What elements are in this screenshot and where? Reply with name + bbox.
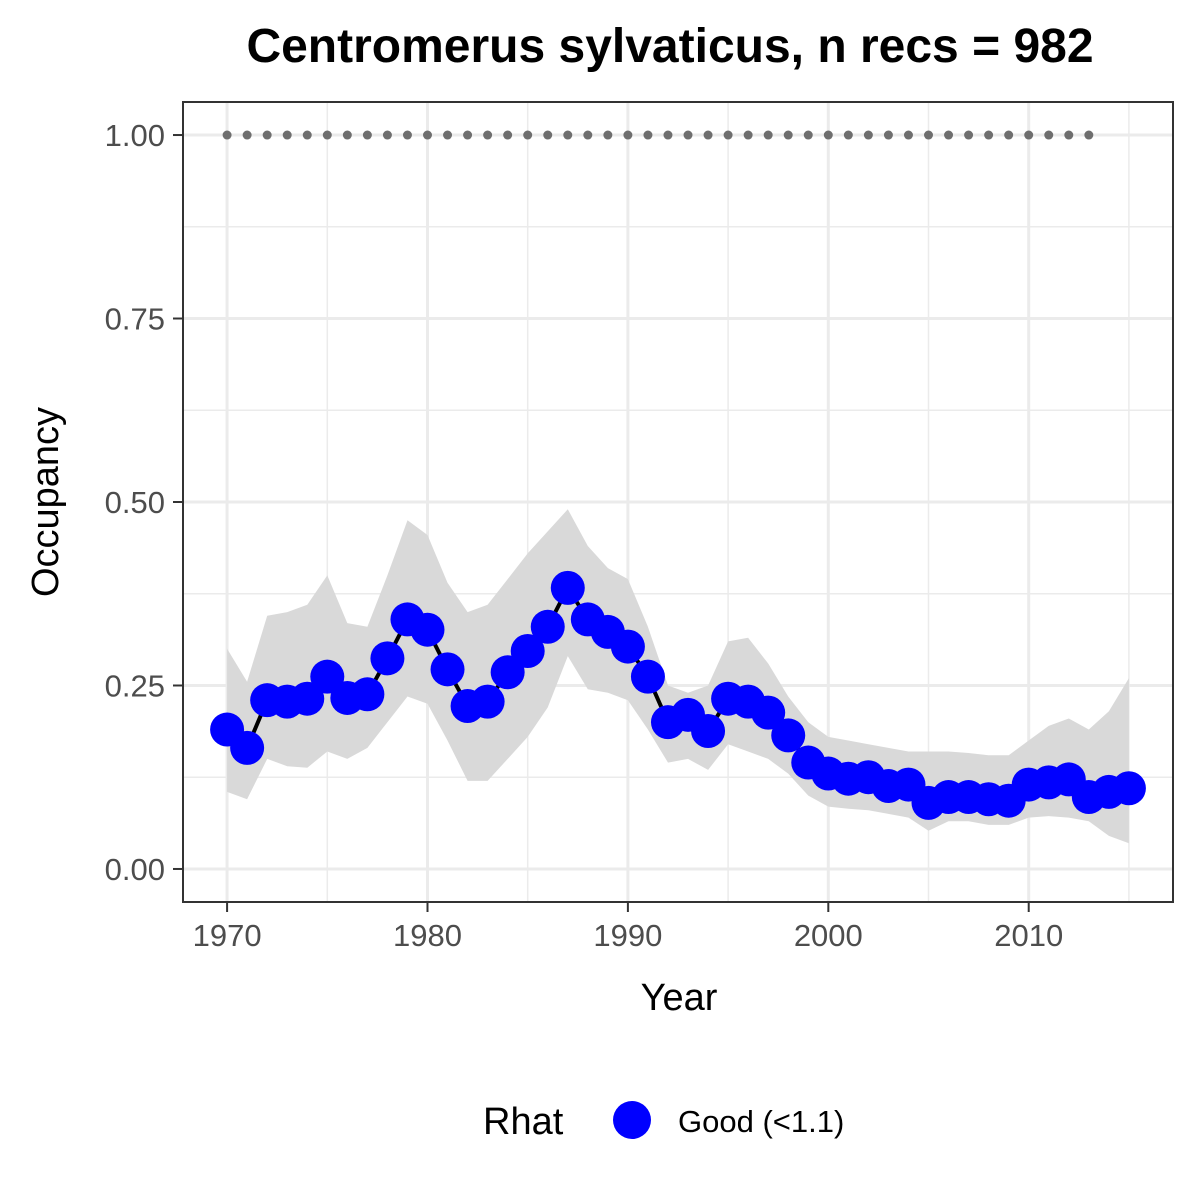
occupancy-point (550, 570, 585, 605)
reference-point (543, 130, 553, 140)
y-tick-label: 1.00 (105, 118, 165, 153)
occupancy-point (510, 633, 545, 668)
reference-point (623, 130, 633, 140)
reference-point (1084, 130, 1094, 140)
reference-point (1004, 130, 1014, 140)
reference-point (382, 130, 392, 140)
reference-point (663, 130, 673, 140)
x-tick-label: 1980 (393, 918, 462, 953)
x-tick-label: 2010 (994, 918, 1063, 953)
reference-point (362, 130, 372, 140)
reference-point (262, 130, 272, 140)
reference-point (242, 130, 252, 140)
occupancy-point (1111, 771, 1146, 806)
legend: Rhat Good (<1.1) (483, 1101, 844, 1143)
reference-point (402, 130, 412, 140)
y-tick-label: 0.75 (105, 302, 165, 337)
reference-point (282, 130, 292, 140)
reference-point (222, 130, 232, 140)
occupancy-point (430, 652, 465, 687)
reference-point (703, 130, 713, 140)
reference-point (863, 130, 873, 140)
reference-point (563, 130, 573, 140)
x-axis-title: Year (641, 977, 718, 1019)
reference-point (803, 130, 813, 140)
reference-point (683, 130, 693, 140)
reference-point (964, 130, 974, 140)
reference-point (483, 130, 493, 140)
occupancy-point (350, 677, 385, 712)
occupancy-point (490, 655, 525, 690)
reference-point (503, 130, 513, 140)
occupancy-point (630, 659, 665, 694)
chart-title: Centromerus sylvaticus, n recs = 982 (246, 20, 1093, 73)
occupancy-point (470, 684, 505, 719)
x-tick-label: 1970 (193, 918, 262, 953)
reference-point (763, 130, 773, 140)
reference-point (322, 130, 332, 140)
plot-panel (182, 101, 1174, 903)
occupancy-point (691, 713, 726, 748)
reference-point (924, 130, 934, 140)
reference-point (302, 130, 312, 140)
reference-point (783, 130, 793, 140)
reference-point (1044, 130, 1054, 140)
reference-point (823, 130, 833, 140)
occupancy-point (310, 659, 345, 694)
occupancy-point (751, 695, 786, 730)
occupancy-point (290, 681, 325, 716)
reference-point (1024, 130, 1034, 140)
reference-point (1064, 130, 1074, 140)
x-tick-label: 2000 (794, 918, 863, 953)
legend-label-good: Good (<1.1) (678, 1104, 844, 1139)
x-axis: 1970 1980 1990 2000 2010 (193, 902, 1063, 953)
y-tick-label: 0.50 (105, 485, 165, 520)
occupancy-point (610, 629, 645, 664)
occupancy-point (370, 641, 405, 676)
reference-point (603, 130, 613, 140)
reference-point (523, 130, 533, 140)
x-tick-label: 1990 (593, 918, 662, 953)
y-tick-label: 0.00 (105, 852, 165, 887)
legend-title: Rhat (483, 1101, 564, 1143)
reference-point (883, 130, 893, 140)
reference-point (342, 130, 352, 140)
reference-point (723, 130, 733, 140)
occupancy-point (410, 612, 445, 647)
y-tick-label: 0.25 (105, 668, 165, 703)
reference-point (643, 130, 653, 140)
reference-point (984, 130, 994, 140)
reference-point (422, 130, 432, 140)
y-axis: 0.00 0.25 0.50 0.75 1.00 (105, 118, 183, 887)
reference-point (903, 130, 913, 140)
reference-point (443, 130, 453, 140)
reference-point (583, 130, 593, 140)
reference-point (843, 130, 853, 140)
legend-key-good (613, 1101, 651, 1139)
reference-point (463, 130, 473, 140)
occupancy-point (771, 718, 806, 753)
occupancy-point (230, 730, 265, 765)
reference-point (743, 130, 753, 140)
reference-point (944, 130, 954, 140)
credible-interval-ribbon (227, 509, 1129, 844)
y-axis-title: Occupancy (25, 407, 67, 597)
occupancy-point (530, 609, 565, 644)
